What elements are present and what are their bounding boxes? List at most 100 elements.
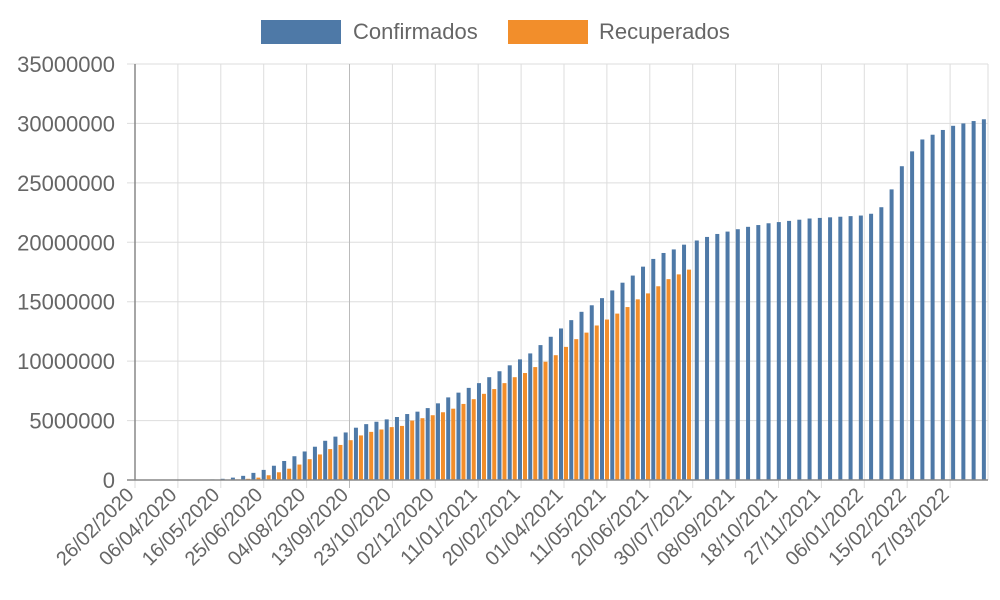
bar-recuperados — [676, 274, 681, 480]
y-axis-ticks: 0 5000000 10000000 15000000 20000000 25000000… — [17, 52, 115, 493]
bar-confirmados — [394, 417, 399, 480]
legend-swatch-recuperados — [508, 20, 588, 44]
bar-confirmados — [899, 166, 904, 480]
bar-confirmados — [292, 456, 297, 480]
bar-confirmados — [746, 226, 751, 480]
bar-recuperados — [564, 346, 568, 480]
bar-confirmados — [930, 134, 935, 480]
bar-confirmados — [302, 451, 307, 480]
bar-confirmados — [725, 231, 730, 480]
bar-confirmados — [497, 371, 502, 480]
bar-recuperados — [543, 361, 548, 480]
bar-confirmados — [282, 460, 287, 480]
bar-recuperados — [492, 389, 497, 480]
bar-recuperados — [594, 325, 599, 480]
bar-recuperados — [625, 307, 630, 480]
bar-confirmados — [971, 121, 976, 481]
bar-recuperados — [348, 440, 353, 480]
bar-confirmados — [528, 353, 533, 480]
bar-confirmados — [787, 220, 792, 481]
bar-confirmados — [517, 359, 522, 480]
y-tick-label: 20000000 — [17, 230, 115, 255]
bar-confirmados — [487, 377, 492, 480]
bar-recuperados — [656, 286, 661, 480]
bar-recuperados — [533, 367, 538, 480]
bar-recuperados — [574, 339, 579, 480]
bar-recuperados — [358, 435, 363, 480]
bar-recuperados — [317, 454, 322, 480]
bar-confirmados — [600, 298, 605, 480]
bar-confirmados — [610, 290, 615, 480]
bar-recuperados — [666, 279, 671, 480]
y-tick-label: 5000000 — [29, 409, 115, 434]
bar-recuperados — [605, 319, 610, 480]
bar-confirmados — [384, 419, 389, 480]
y-tick-label: 15000000 — [17, 290, 115, 315]
bar-recuperados — [481, 393, 486, 480]
bar-confirmados — [343, 432, 348, 480]
bar-recuperados — [307, 459, 312, 480]
bar-confirmados — [641, 266, 646, 480]
bar-confirmados — [405, 414, 410, 480]
bar-confirmados — [435, 403, 440, 480]
bar-recuperados — [276, 472, 281, 480]
bar-recuperados — [502, 383, 507, 480]
bar-confirmados — [848, 216, 853, 480]
bar-recuperados — [512, 377, 517, 480]
bar-confirmados — [559, 328, 563, 480]
bar-recuperados — [440, 412, 445, 480]
y-tick-label: 30000000 — [17, 111, 115, 136]
bar-confirmados — [705, 236, 710, 480]
bar-recuperados — [461, 403, 466, 480]
bar-confirmados — [456, 392, 461, 480]
bar-confirmados — [374, 421, 379, 480]
bar-confirmados — [869, 213, 874, 480]
bar-recuperados — [256, 477, 261, 480]
bar-confirmados — [766, 223, 771, 481]
bar-recuperados — [430, 415, 435, 480]
bar-confirmados — [828, 217, 833, 480]
bar-confirmados — [910, 151, 915, 481]
bar-confirmados — [241, 475, 246, 480]
bar-recuperados — [522, 373, 527, 480]
bar-confirmados — [858, 215, 863, 481]
bar-confirmados — [961, 123, 966, 480]
bar-recuperados — [297, 464, 302, 480]
bar-confirmados — [889, 189, 894, 480]
bar-confirmados — [466, 387, 471, 480]
bar-recuperados — [410, 420, 415, 480]
bar-recuperados — [338, 444, 343, 480]
bar-confirmados — [694, 240, 699, 480]
bar-recuperados — [287, 468, 292, 480]
bar-recuperados — [553, 355, 558, 480]
bar-confirmados — [620, 282, 625, 480]
y-tick-label: 0 — [103, 468, 115, 493]
y-tick-label: 10000000 — [17, 349, 115, 374]
bar-recuperados — [399, 425, 404, 480]
bar-confirmados — [507, 365, 512, 480]
bar-confirmados — [735, 229, 740, 480]
bar-recuperados — [389, 427, 394, 480]
bar-confirmados — [425, 408, 430, 480]
legend-label-confirmados: Confirmados — [353, 19, 478, 44]
bar-confirmados — [548, 336, 553, 480]
bar-recuperados — [379, 429, 384, 480]
y-tick-label: 35000000 — [17, 52, 115, 77]
bar-confirmados — [630, 275, 635, 480]
bar-confirmados — [807, 218, 812, 480]
bar-recuperados — [451, 408, 456, 480]
bar-confirmados — [940, 129, 945, 481]
bar-confirmados — [671, 249, 676, 480]
bar-confirmados — [651, 258, 656, 480]
bar-confirmados — [776, 222, 781, 480]
bar-confirmados — [333, 436, 338, 480]
bar-confirmados — [353, 427, 358, 480]
bar-confirmados — [589, 305, 594, 480]
bar-recuperados — [615, 313, 620, 480]
bar-confirmados — [323, 440, 328, 480]
bar-recuperados — [420, 418, 425, 480]
bar-confirmados — [415, 411, 420, 480]
bar-confirmados — [981, 119, 986, 481]
legend-swatch-confirmados — [261, 20, 341, 44]
